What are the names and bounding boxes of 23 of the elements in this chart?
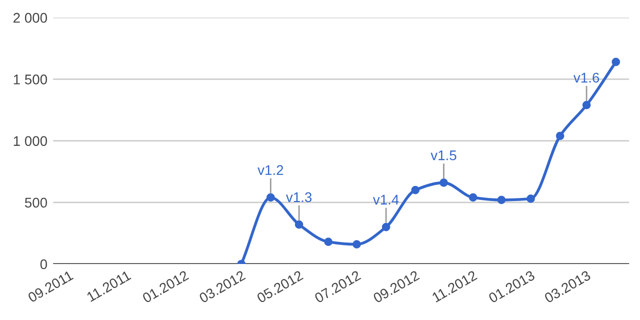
point — [440, 178, 448, 187]
y-tick-label: 1 500 — [14, 74, 48, 84]
y-tick-label: 500 — [24, 198, 48, 208]
y-tick-label: 1 000 — [14, 136, 48, 146]
point — [294, 220, 304, 229]
annotation: v1.5 — [430, 150, 456, 160]
point — [556, 132, 564, 140]
annotation: v1.2 — [258, 165, 284, 175]
annotation: v1.6 — [573, 72, 600, 83]
point — [526, 194, 535, 203]
annotation: v1.4 — [372, 194, 399, 204]
point — [324, 238, 333, 246]
annotation: v1.3 — [286, 192, 312, 202]
y-tick-label: 2 000 — [14, 12, 48, 23]
point — [382, 222, 390, 232]
point — [411, 186, 420, 194]
point — [352, 240, 361, 248]
point — [266, 193, 275, 202]
point — [582, 100, 591, 110]
point — [497, 196, 506, 204]
point — [468, 193, 478, 202]
point — [612, 58, 620, 66]
y-tick-label: 0 — [40, 259, 48, 270]
